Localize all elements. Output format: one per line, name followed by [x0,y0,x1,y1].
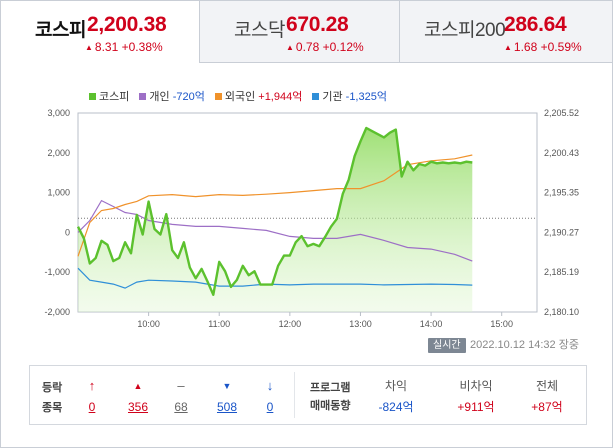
y-left-tick-label: -2,000 [44,307,70,317]
stats-label-change: 등락 [42,382,63,394]
tab-name: 코스닥 [234,20,285,41]
stat-value[interactable]: 68 [174,400,188,414]
stats-label-items: 종목 [42,402,63,414]
x-tick-label: 10:00 [137,319,160,329]
stat-flat: – 68 [161,378,201,416]
tab-name: 코스피 [35,20,86,41]
chart-legend: 코스피 개인 -720억 외국인 +1,944억 기관 -1,325억 [89,88,397,104]
y-right-tick-label: 2,195.35 [544,188,579,198]
y-right-tick-label: 2,205.52 [544,108,579,118]
program-non-arbitrage: 비차익 +911억 [441,378,511,416]
stat-fall: ▼ 508 [207,378,247,416]
stats-divider [294,372,295,418]
upper-limit-icon: ↑ [88,378,96,393]
x-tick-label: 12:00 [279,319,302,329]
y-left-tick-label: 1,000 [47,188,70,198]
up-triangle-icon: ▲ [504,43,512,52]
legend-swatch [312,93,320,100]
timestamp: 2022.10.12 14:32 장중 [470,339,579,351]
flat-icon: – [177,378,185,393]
series-line-institution [77,267,473,289]
x-tick-label: 15:00 [490,319,513,329]
legend-item-kospi[interactable]: 코스피 [89,88,129,104]
program-value: +911억 [457,400,495,414]
program-value: +87억 [531,400,563,414]
rise-icon: ▲ [133,381,143,391]
up-triangle-icon: ▲ [85,43,93,52]
tab-price: 2,200.38 [87,13,167,36]
lower-limit-icon: ↓ [266,378,274,393]
stat-value[interactable]: 356 [127,400,149,414]
y-right-tick-label: 2,200.43 [544,148,579,158]
program-total: 전체 +87억 [512,378,582,416]
tab-change: ▲ 8.31 +0.38% [85,40,163,54]
tab-change: ▲ 0.78 +0.12% [286,40,364,54]
realtime-badge[interactable]: 실시간 [428,338,466,353]
stat-value[interactable]: 508 [216,400,238,414]
stat-rise: ▲ 356 [118,378,158,416]
stat-value[interactable]: 0 [88,400,96,414]
x-tick-label: 13:00 [349,319,372,329]
chart-area: 코스피 개인 -720억 외국인 +1,944억 기관 -1,325억 [1,63,612,358]
y-right-tick-label: 2,180.10 [544,307,579,317]
stat-lower-limit: ↓ 0 [250,378,290,416]
tab-kospi200[interactable]: 코스피200 286.64 ▲ 1.68 +0.59% [399,1,612,63]
up-triangle-icon: ▲ [286,43,294,52]
legend-item-institution[interactable]: 기관 -1,325억 [312,88,387,104]
kospi-area [78,128,473,312]
stat-upper-limit: ↑ 0 [72,378,112,416]
stat-value[interactable]: 0 [266,400,274,414]
legend-item-individual[interactable]: 개인 -720억 [139,88,205,104]
legend-swatch [89,93,96,100]
program-header: 차익 [384,379,408,393]
program-header: 전체 [535,379,559,393]
series-line-individual [77,199,473,262]
y-left-tick-label: 0 [65,227,70,237]
tab-kosdaq[interactable]: 코스닥 670.28 ▲ 0.78 +0.12% [199,1,399,63]
index-tabs: 코스피 2,200.38 ▲ 8.31 +0.38% 코스닥 670.28 ▲ 0.… [1,1,612,63]
legend-swatch [214,93,222,100]
program-header: 비차익 [459,379,493,393]
legend-swatch [139,93,147,100]
program-value: -824억 [378,400,414,414]
tab-price: 286.64 [504,13,567,36]
y-left-tick-label: 3,000 [47,108,70,118]
legend-item-foreign[interactable]: 외국인 +1,944억 [214,88,302,104]
x-tick-label: 11:00 [208,319,230,329]
x-tick-label: 14:00 [420,319,443,329]
y-left-tick-label: -1,000 [44,267,70,277]
tab-change: ▲ 1.68 +0.59% [504,40,582,54]
series-line-kospi [76,126,473,296]
program-trading-label: 프로그램 매매동향 [310,382,351,412]
tab-kospi[interactable]: 코스피 2,200.38 ▲ 8.31 +0.38% [1,1,199,63]
tab-name: 코스피200 [424,20,506,41]
y-left-tick-label: 2,000 [47,148,70,158]
y-right-tick-label: 2,185.19 [544,267,579,277]
tab-price: 670.28 [286,13,349,36]
market-stats-panel: 등락 종목 ↑ 0 ▲ 356 – 68 ▼ 508 ↓ 0 프로그램 매매동향… [29,365,587,425]
y-right-tick-label: 2,190.27 [544,227,579,237]
fall-icon: ▼ [222,381,232,391]
program-arbitrage: 차익 -824억 [361,378,431,416]
